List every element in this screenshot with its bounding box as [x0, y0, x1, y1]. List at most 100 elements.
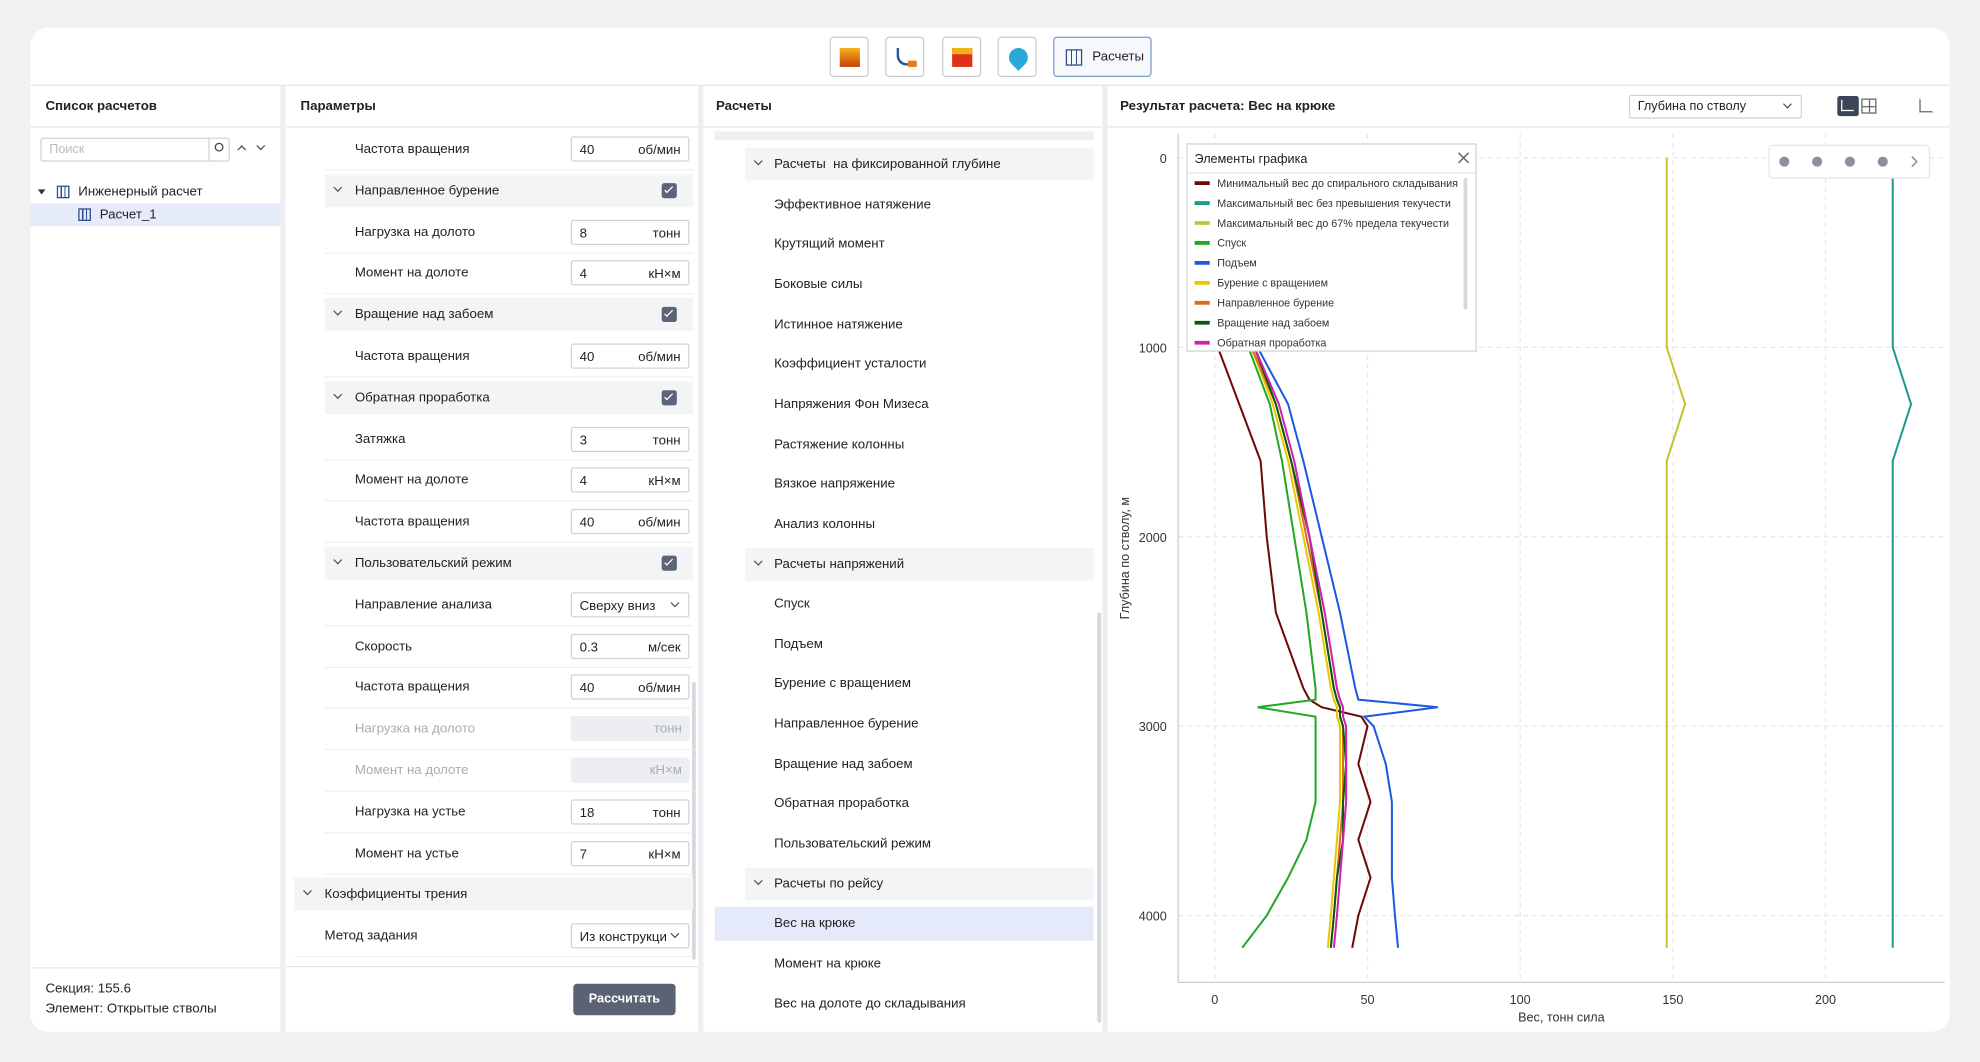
- section-label: Направленное бурение: [354, 182, 500, 198]
- checkbox[interactable]: [661, 389, 677, 406]
- input[interactable]: 40 об/мин: [570, 509, 690, 535]
- calculate-button[interactable]: Рассчитать: [573, 983, 676, 1016]
- calc-item[interactable]: Растяжение колонны: [774, 436, 905, 452]
- input[interactable]: 4 кН×м: [570, 467, 690, 493]
- input[interactable]: 40 об/мин: [570, 674, 690, 701]
- table-mode-button[interactable]: [1861, 98, 1877, 114]
- calc-item[interactable]: Подъем: [774, 636, 823, 652]
- status-divider: [30, 967, 281, 969]
- tool-button[interactable]: [885, 36, 925, 78]
- tool-button[interactable]: [829, 36, 869, 78]
- mode-bar-button[interactable]: [1877, 156, 1888, 167]
- calc-item[interactable]: Вес на долоте до складывания: [774, 995, 966, 1012]
- input[interactable]: 8 тонн: [570, 219, 690, 245]
- calc-item[interactable]: Вращение над забоем: [774, 756, 913, 772]
- param-label: Нагрузка на долото: [354, 721, 476, 737]
- calc-item[interactable]: Истинное натяжение: [774, 316, 903, 332]
- calc-item[interactable]: Анализ колонны: [774, 516, 875, 532]
- chart-mode-button[interactable]: [1837, 95, 1859, 117]
- status-text: Секция: 155.6: [45, 981, 131, 997]
- group-label[interactable]: Расчеты напряжений: [774, 556, 905, 572]
- mode-bar-button[interactable]: [1779, 156, 1790, 167]
- header-divider: [1107, 126, 1950, 128]
- calc-item[interactable]: Бурение с вращением: [774, 676, 911, 692]
- panel-title: Расчеты: [715, 98, 772, 114]
- calc-item[interactable]: Направленное бурение: [774, 716, 919, 732]
- input[interactable]: 7 кН×м: [570, 840, 690, 866]
- calc-item[interactable]: Момент на крюке: [774, 955, 882, 972]
- close-button[interactable]: [1457, 152, 1470, 164]
- panel-title: Список расчетов: [45, 98, 157, 114]
- row-divider: [324, 252, 694, 254]
- legend-label: Максимальный вес до 67% предела текучест…: [1217, 218, 1449, 230]
- group-row: [745, 147, 1094, 181]
- selected-row: [714, 907, 1094, 942]
- row-divider: [324, 500, 694, 502]
- checkbox[interactable]: [661, 182, 677, 198]
- calc-item[interactable]: Коэффициент усталости: [774, 356, 927, 372]
- toolbar-divider: [30, 84, 1950, 86]
- x-tick-label: 100: [1510, 993, 1531, 1007]
- calc-item[interactable]: Напряжения Фон Мизеса: [774, 396, 929, 412]
- input-unit: об/мин: [638, 349, 681, 365]
- mode-bar-button[interactable]: [1812, 156, 1823, 167]
- param-label: Момент на долоте: [354, 472, 469, 488]
- icon: [214, 142, 224, 152]
- input[interactable]: 40 об/мин: [570, 136, 690, 162]
- calc-item[interactable]: Обратная проработка: [774, 796, 909, 812]
- axis-select[interactable]: Глубина по стволу: [1628, 94, 1802, 119]
- x-tick-label: 200: [1815, 993, 1836, 1007]
- series-line: [1213, 157, 1317, 949]
- scrollbar[interactable]: [1097, 612, 1102, 1023]
- y-tick-label: 0: [1160, 152, 1167, 166]
- y-axis-label: Глубина по стволу, м: [1118, 497, 1132, 619]
- param-label: Затяжка: [354, 431, 406, 447]
- tool-button[interactable]: [997, 36, 1037, 78]
- section-row: [324, 546, 694, 580]
- checkbox[interactable]: [661, 307, 677, 323]
- group-label[interactable]: Расчеты на фиксированной глубине: [774, 156, 1001, 172]
- input[interactable]: 0.3 м/сек: [570, 633, 690, 659]
- tree-label[interactable]: Расчет_1: [99, 207, 157, 223]
- input[interactable]: 3 тонн: [570, 426, 690, 452]
- button-label: Расчеты: [1092, 49, 1145, 65]
- chevron: [670, 929, 680, 939]
- legend-label: Подъем: [1217, 258, 1256, 270]
- calc-item[interactable]: Вес на крюке: [774, 915, 856, 932]
- tool-button[interactable]: [942, 36, 982, 78]
- tree-label[interactable]: Инженерный расчет: [78, 184, 203, 200]
- checkbox[interactable]: [661, 555, 677, 571]
- input[interactable]: 4 кН×м: [570, 260, 690, 286]
- icon: [907, 60, 917, 67]
- row-divider: [324, 666, 694, 668]
- open-external-button[interactable]: [1919, 98, 1934, 113]
- input-value: 40: [579, 349, 595, 365]
- calc-item[interactable]: Пользовательский режим: [774, 836, 932, 852]
- calc-item[interactable]: Вязкое напряжение: [774, 476, 896, 492]
- input: кН×м: [570, 757, 690, 783]
- mode-bar-button[interactable]: [1844, 156, 1855, 167]
- section-row: [324, 174, 694, 207]
- select[interactable]: Сверху вниз: [570, 591, 690, 618]
- calc-item[interactable]: Боковые силы: [774, 276, 863, 292]
- select[interactable]: Из конструкци: [570, 923, 690, 949]
- series-line: [1891, 157, 1913, 948]
- x-tick-label: 0: [1211, 993, 1218, 1007]
- group-label[interactable]: Расчеты по рейсу: [774, 875, 884, 892]
- calc-item[interactable]: Эффективное натяжение: [774, 196, 932, 212]
- series-line: [1213, 157, 1438, 948]
- input[interactable]: 18 тонн: [570, 799, 690, 825]
- calc-item[interactable]: Спуск: [774, 596, 810, 612]
- mode-bar: [1768, 144, 1931, 179]
- tool-button[interactable]: Расчеты: [1053, 36, 1152, 78]
- search-button[interactable]: [208, 137, 229, 162]
- scrollbar[interactable]: [691, 681, 696, 960]
- input[interactable]: 40 об/мин: [570, 343, 690, 369]
- caret[interactable]: [37, 189, 46, 195]
- calc-item[interactable]: Крутящий момент: [774, 236, 885, 252]
- search-input[interactable]: Поиск: [40, 137, 230, 162]
- legend-label: Минимальный вес до спирального складыван…: [1217, 178, 1458, 190]
- legend-label: Максимальный вес без превышения текучест…: [1217, 198, 1451, 210]
- legend-label: Спуск: [1217, 238, 1246, 250]
